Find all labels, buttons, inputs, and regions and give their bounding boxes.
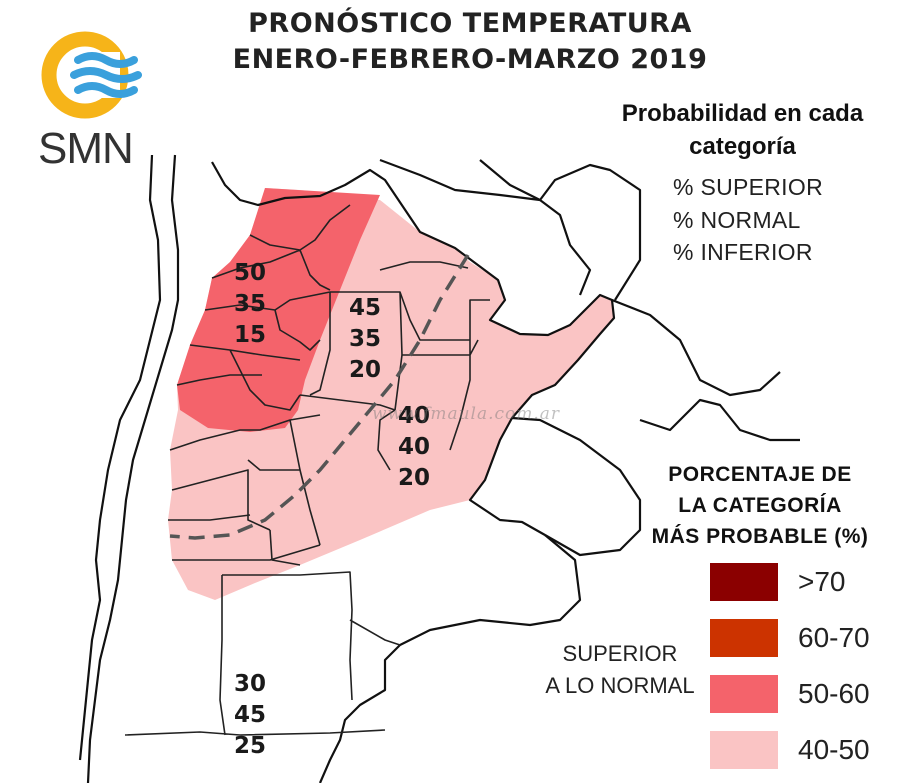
province-lines xyxy=(124,204,490,736)
legend-label-40-50: 40-50 xyxy=(798,734,870,765)
value-normal: 40 xyxy=(397,434,430,460)
rio-de-la-plata xyxy=(511,416,642,557)
value-normal: 45 xyxy=(233,702,266,728)
legend-label-60-70: 60-70 xyxy=(798,622,870,653)
region-noroeste-values: 50 35 15 xyxy=(220,258,280,351)
legend-label-50-60: 50-60 xyxy=(798,678,870,709)
category-inferior: % INFERIOR xyxy=(673,239,813,265)
region-litoral-values: 40 40 20 xyxy=(384,401,444,494)
region-centro-norte-values: 45 35 20 xyxy=(335,293,395,386)
page-title-line2: ENERO-FEBRERO-MARZO 2019 xyxy=(232,44,708,75)
region-patagonia-values: 30 45 25 xyxy=(220,669,280,762)
value-inferior: 20 xyxy=(397,465,430,491)
category-superior: % SUPERIOR xyxy=(673,174,823,200)
page-title-line1: PRONÓSTICO TEMPERATURA xyxy=(248,8,692,39)
value-normal: 35 xyxy=(348,326,381,352)
legend-swatch-60-70 xyxy=(710,619,778,657)
legend-category-label: SUPERIOR A LO NORMAL xyxy=(545,641,695,698)
pacific-coast xyxy=(86,154,180,783)
value-inferior: 15 xyxy=(233,322,266,348)
uruguay-border xyxy=(611,298,781,397)
legend-swatch-40-50 xyxy=(710,731,778,769)
legend-label-gt70: >70 xyxy=(798,566,846,597)
smn-logo-text: SMN xyxy=(38,124,134,173)
probability-title: Probabilidad en cada categoría xyxy=(621,100,864,160)
category-normal: % NORMAL xyxy=(673,207,801,233)
value-superior: 45 xyxy=(348,295,381,321)
value-superior: 40 xyxy=(397,403,430,429)
brazil-border xyxy=(479,159,642,301)
argentina-north-border xyxy=(211,161,616,536)
andes-border xyxy=(78,154,162,761)
legend-swatch-50-60 xyxy=(710,675,778,713)
value-superior: 50 xyxy=(233,260,266,286)
smn-logo-icon xyxy=(41,31,142,119)
legend-swatch-gt70 xyxy=(710,563,778,601)
forecast-boundary-dashed xyxy=(169,254,470,540)
value-inferior: 20 xyxy=(348,357,381,383)
legend-title: PORCENTAJE DE LA CATEGORÍA MÁS PROBABLE (%… xyxy=(651,463,869,548)
value-superior: 30 xyxy=(233,671,266,697)
zone-50-60 xyxy=(177,188,380,432)
value-inferior: 25 xyxy=(233,733,266,759)
uruguay-coast xyxy=(639,398,800,442)
watermark: www.fmaula.com.ar xyxy=(372,404,561,424)
value-normal: 35 xyxy=(233,291,266,317)
